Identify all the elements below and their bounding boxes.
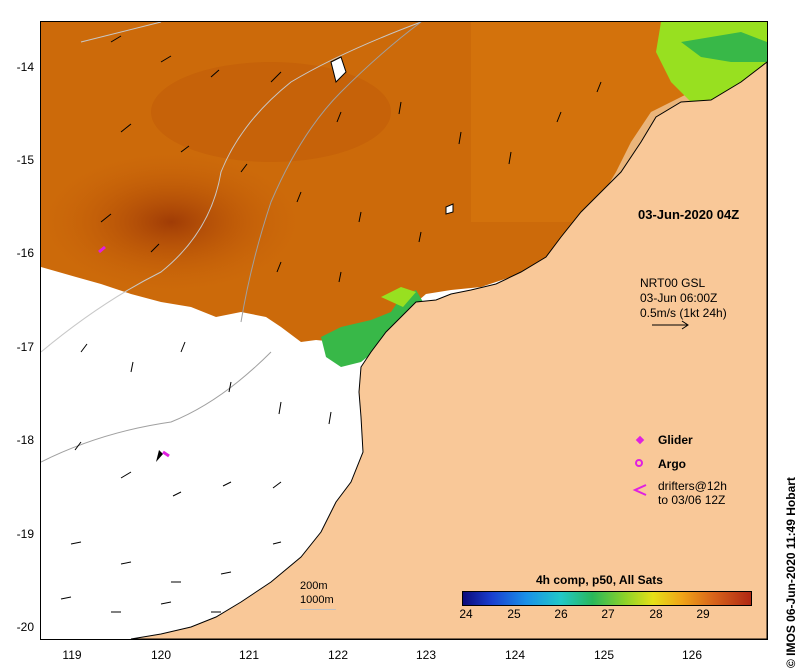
y-tick: -19: [16, 527, 34, 541]
y-tick: -14: [16, 60, 34, 74]
sst-green-patch: [321, 290, 426, 367]
y-tick: -16: [16, 246, 34, 260]
scale-200-label: 200m: [300, 580, 328, 592]
y-tick: -18: [16, 433, 34, 447]
current-model-label: NRT00 GSL: [640, 276, 706, 290]
colorbar-tick: 24: [459, 607, 473, 621]
drifter-track: [156, 450, 163, 462]
drifter-legend-line1: drifters@12h: [658, 479, 727, 493]
y-tick: -15: [16, 153, 34, 167]
colorbar-tick: 25: [507, 607, 521, 621]
drifter-legend-line2: to 03/06 12Z: [658, 493, 726, 507]
colorbar-tick: 26: [554, 607, 568, 621]
current-time-label: 03-Jun 06:00Z: [640, 291, 718, 305]
y-tick: -20: [16, 620, 34, 634]
timestamp-label: 03-Jun-2020 04Z: [638, 207, 740, 222]
credit-label: © IMOS 06-Jun-2020 11:49 Hobart: [784, 477, 798, 668]
x-tick: 120: [150, 648, 172, 662]
y-tick: -17: [16, 340, 34, 354]
scale-1000-label: 1000m: [300, 594, 334, 606]
drifter-icon: [632, 483, 648, 502]
x-tick: 124: [504, 648, 526, 662]
argo-icon: [635, 459, 643, 467]
current-scale-arrow: [652, 318, 692, 336]
colorbar-title: 4h comp, p50, All Sats: [536, 573, 663, 587]
x-tick: 121: [238, 648, 260, 662]
argo-legend-label: Argo: [658, 457, 686, 471]
colorbar-tick: 27: [601, 607, 615, 621]
sst-map[interactable]: [40, 21, 768, 640]
sst-hotspot: [41, 152, 301, 292]
colorbar-tick: 29: [696, 607, 710, 621]
x-tick: 123: [415, 648, 437, 662]
land: [130, 61, 767, 639]
glider-track: [98, 245, 106, 254]
glider-legend-label: Glider: [658, 433, 693, 447]
x-tick: 122: [327, 648, 349, 662]
colorbar: [462, 591, 752, 606]
x-tick: 119: [62, 648, 82, 662]
scale-line: [300, 609, 336, 610]
x-tick: 126: [681, 648, 703, 662]
x-tick: 125: [593, 648, 615, 662]
colorbar-tick: 28: [649, 607, 663, 621]
current-scale-label: 0.5m/s (1kt 24h): [640, 306, 727, 320]
